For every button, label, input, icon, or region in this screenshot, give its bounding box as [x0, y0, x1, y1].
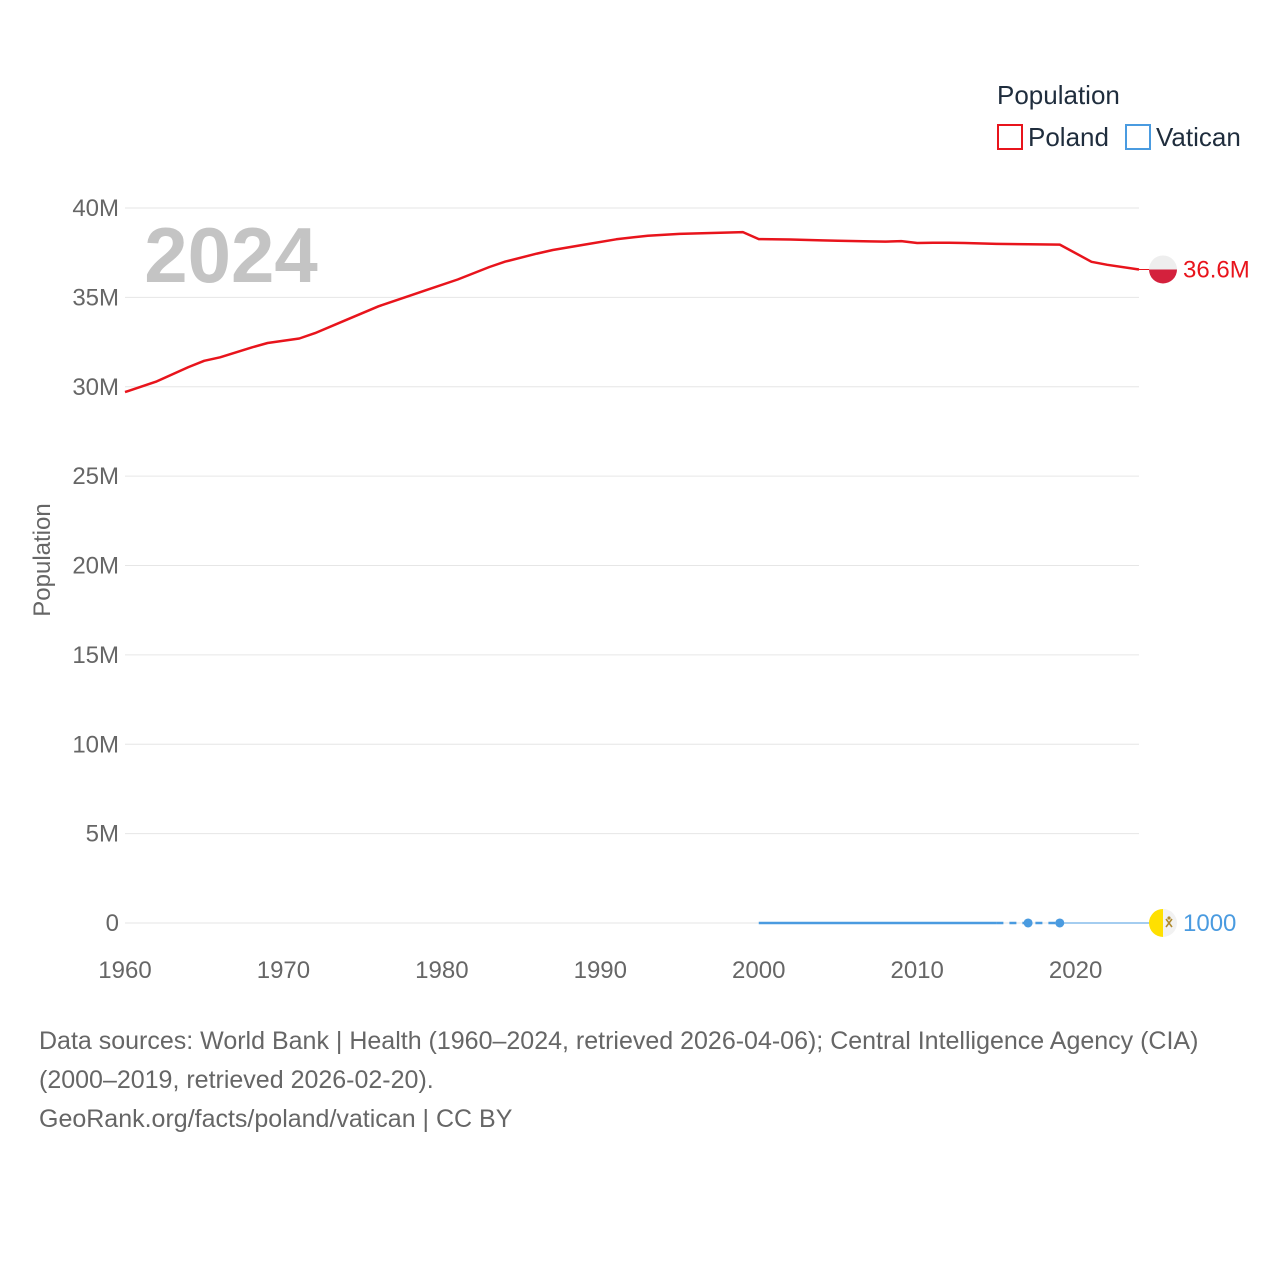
y-tick-label: 30M — [72, 374, 119, 401]
poland-end-label: 36.6M — [1183, 256, 1250, 283]
y-tick-label: 25M — [72, 463, 119, 490]
legend-swatch-poland — [997, 124, 1023, 150]
y-axis-label: Population — [29, 503, 56, 616]
series-layer — [124, 230, 1140, 928]
year-label: 2024 — [144, 211, 318, 299]
x-tick-label: 1960 — [98, 957, 151, 984]
grid-lines — [125, 207, 1139, 924]
legend-item-poland[interactable]: Poland — [997, 122, 1109, 152]
sources-line-1: Data sources: World Bank | Health (1960–… — [39, 1027, 1199, 1055]
x-tick-label: 2000 — [732, 957, 785, 984]
attribution-link[interactable]: GeoRank.org/facts/poland/vatican | CC BY — [39, 1105, 513, 1133]
poland-flag-icon — [1149, 255, 1177, 284]
population-chart: 0 5M 10M 15M 20M 25M 30M 35M 40M 1960 1970 1980 199… — [29, 80, 1250, 984]
legend: Population Poland Vatican — [997, 80, 1241, 152]
y-tick-label: 35M — [72, 284, 119, 311]
legend-swatch-vatican — [1125, 124, 1151, 150]
y-tick-label: 5M — [86, 821, 119, 848]
y-tick-label: 0 — [106, 910, 119, 937]
x-axis-ticks: 1960 1970 1980 1990 2000 2010 2020 — [98, 957, 1102, 984]
y-axis-ticks: 0 5M 10M 15M 20M 25M 30M 35M 40M — [72, 195, 119, 937]
data-sources: Data sources: World Bank | Health (1960–… — [39, 1022, 1249, 1139]
vatican-data-point — [1023, 918, 1033, 928]
x-tick-label: 2010 — [890, 957, 943, 984]
y-tick-label: 40M — [72, 195, 119, 222]
vatican-flag-icon — [1149, 908, 1177, 937]
sources-line-2: (2000–2019, retrieved 2026-02-20). — [39, 1066, 434, 1094]
vatican-end-marker: 1000 — [1059, 908, 1236, 937]
poland-end-marker: 36.6M — [1139, 255, 1250, 284]
legend-title: Population — [997, 80, 1120, 110]
legend-label-vatican: Vatican — [1156, 122, 1241, 152]
x-tick-label: 1970 — [257, 957, 310, 984]
y-tick-label: 15M — [72, 642, 119, 669]
y-tick-label: 20M — [72, 553, 119, 580]
y-tick-label: 10M — [72, 731, 119, 758]
x-tick-label: 1990 — [574, 957, 627, 984]
x-tick-label: 2020 — [1049, 957, 1102, 984]
legend-label-poland: Poland — [1028, 122, 1109, 152]
series-line-poland — [124, 230, 1140, 394]
vatican-end-label: 1000 — [1183, 910, 1236, 937]
x-tick-label: 1980 — [415, 957, 468, 984]
legend-item-vatican[interactable]: Vatican — [1125, 122, 1241, 152]
